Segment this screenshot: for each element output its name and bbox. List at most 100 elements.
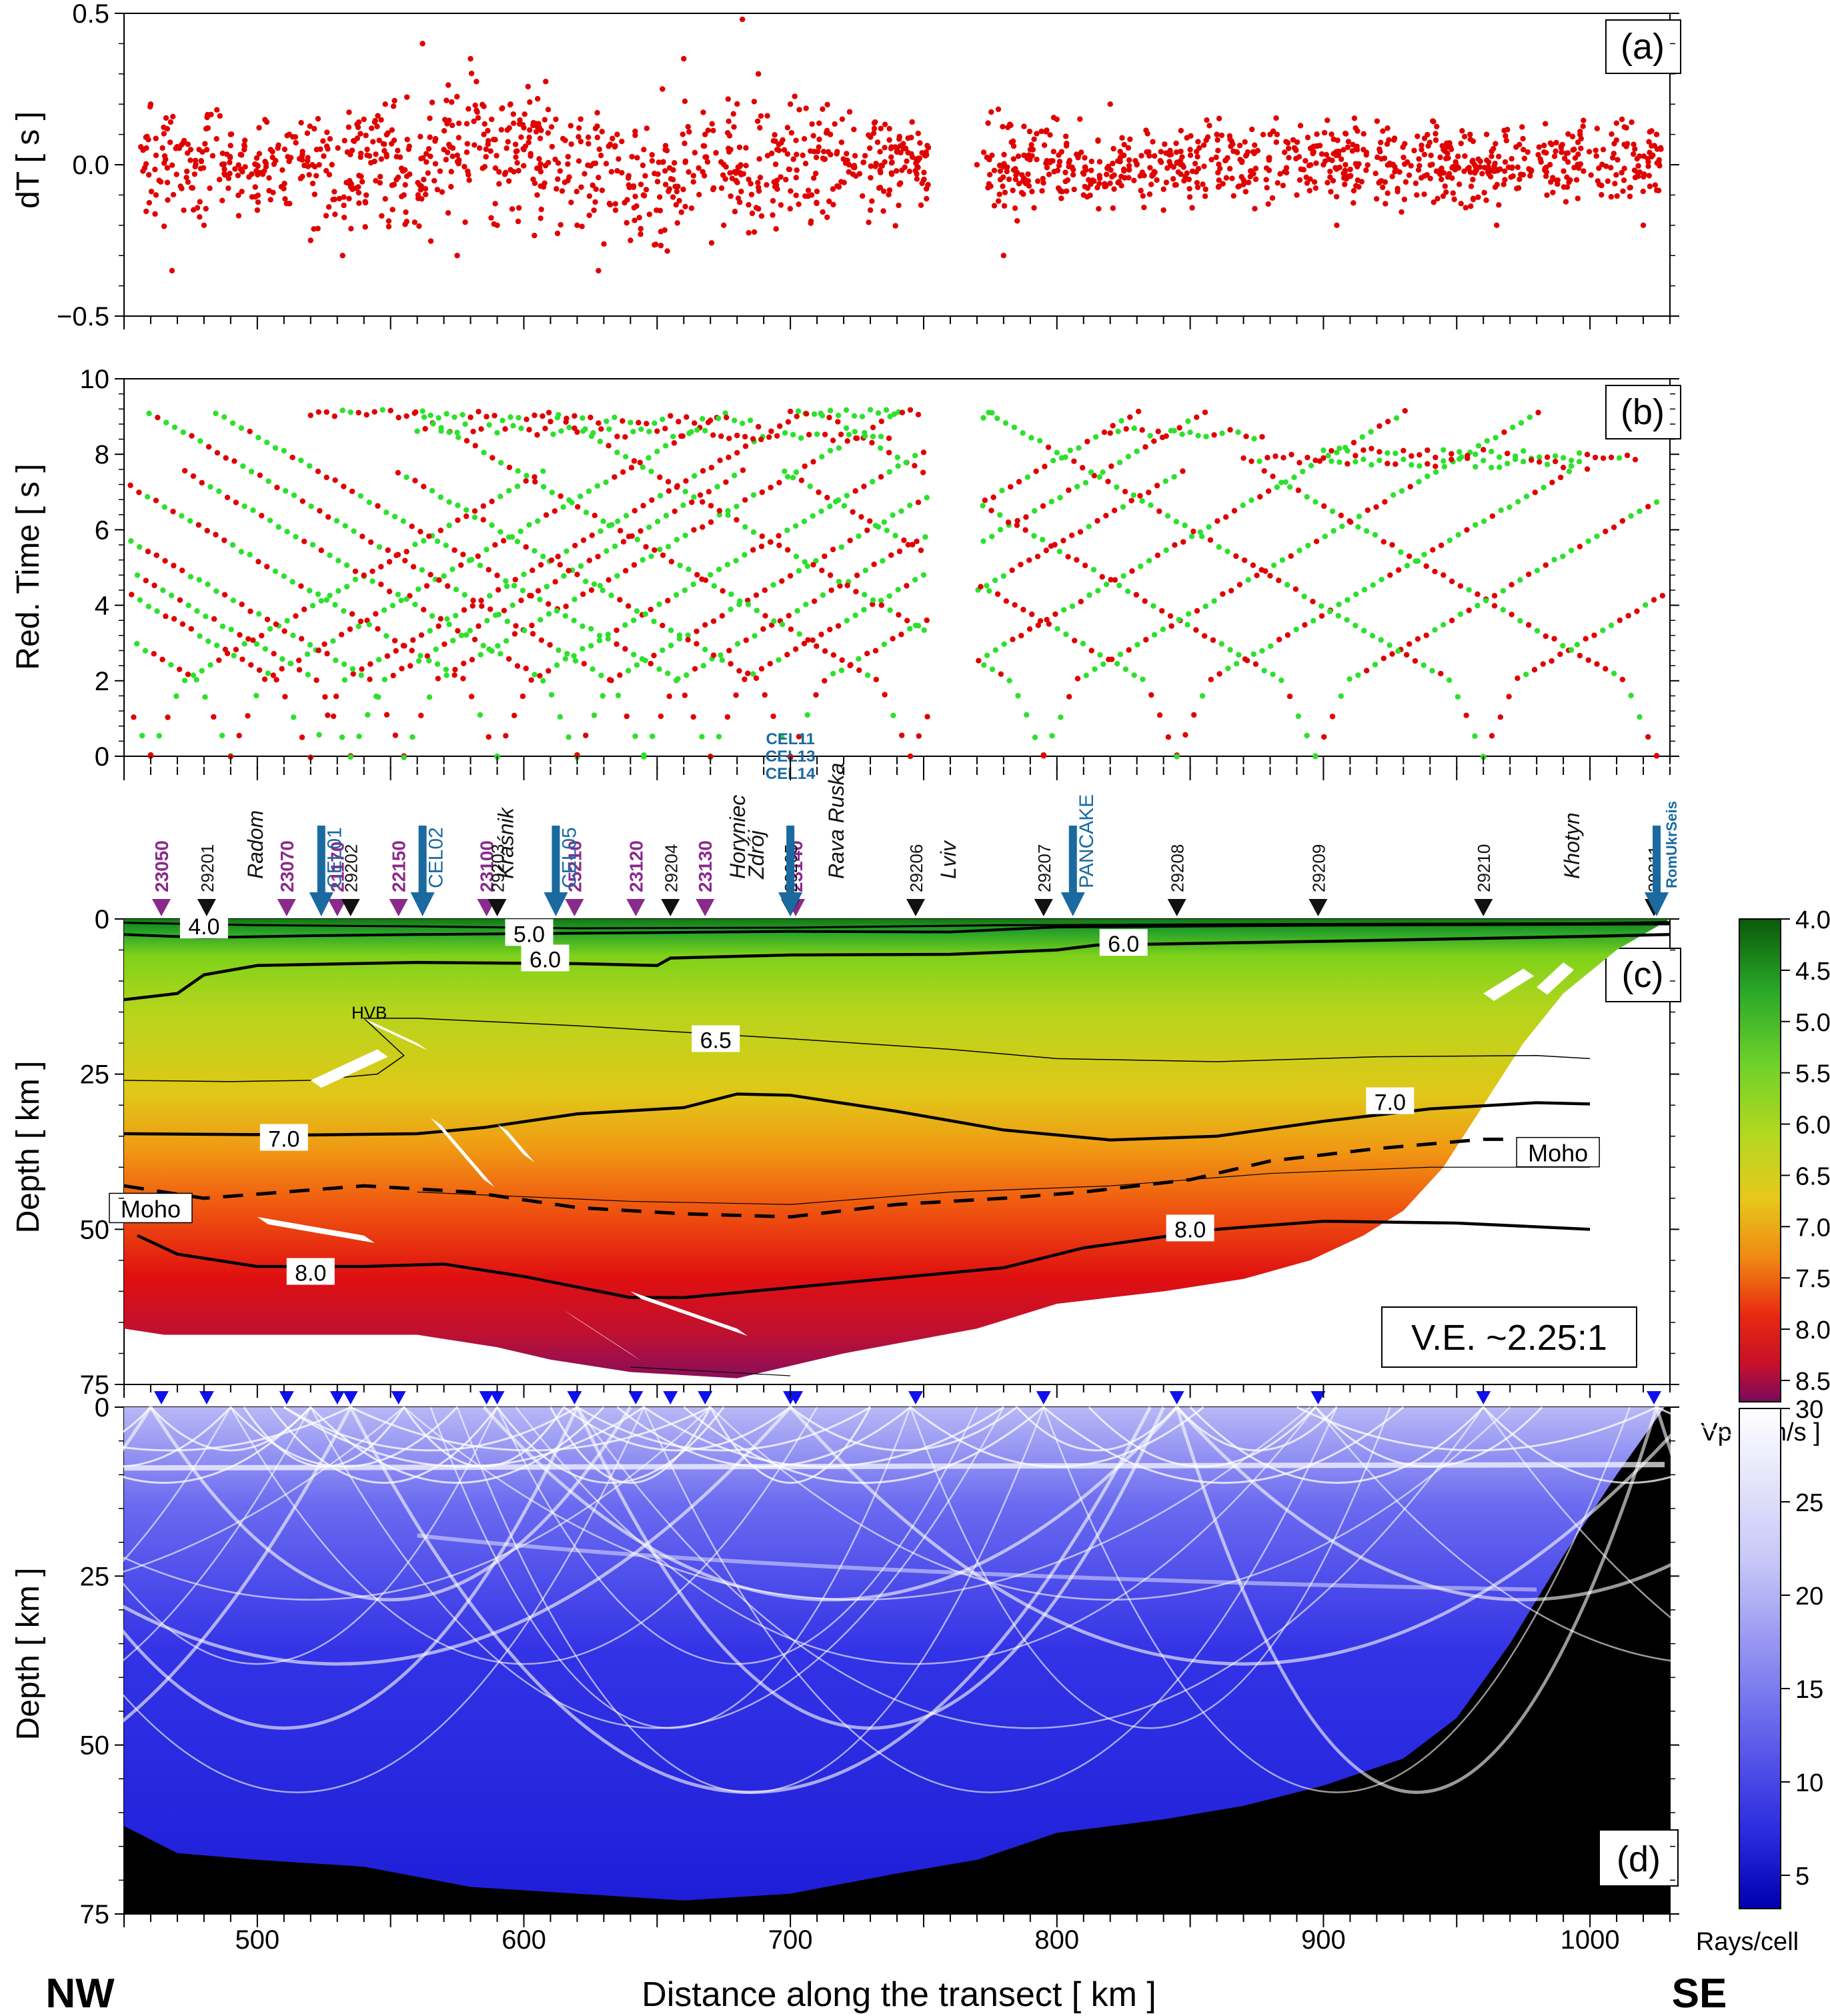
travel-time-point: [620, 539, 627, 545]
travel-time-point: [583, 510, 590, 516]
dt-point: [297, 175, 303, 181]
travel-time-point: [1364, 507, 1370, 514]
travel-time-point: [1278, 479, 1284, 485]
moho-label-bg: [1516, 1136, 1600, 1168]
travel-time-point: [740, 420, 746, 427]
travel-time-point: [702, 427, 708, 433]
dt-point: [256, 125, 262, 131]
dt-point: [1558, 143, 1565, 149]
dt-point: [305, 163, 311, 169]
travel-time-point: [708, 417, 714, 423]
travel-time-point: [213, 532, 219, 538]
travel-time-point: [674, 537, 680, 543]
station-marker-purple: [389, 899, 408, 916]
travel-time-point: [378, 564, 384, 570]
travel-time-point: [290, 714, 297, 720]
travel-time-point: [726, 435, 732, 441]
travel-time-point: [827, 407, 834, 413]
travel-time-point: [510, 423, 516, 429]
dt-point: [892, 223, 898, 229]
travel-time-point: [717, 457, 723, 463]
travel-time-point: [750, 529, 757, 536]
travel-time-point: [165, 714, 171, 720]
station-label-blue: PANCAKE: [1076, 794, 1098, 888]
velocity-gaps: [150, 962, 1575, 1361]
travel-time-point: [1457, 583, 1464, 589]
dt-point: [1327, 168, 1333, 175]
dt-point: [279, 167, 285, 173]
travel-time-point: [1040, 537, 1046, 543]
dt-point: [378, 117, 384, 123]
travel-time-point: [449, 638, 456, 644]
travel-time-point: [486, 734, 492, 740]
station-label-blue: CEL02: [425, 827, 447, 888]
travel-time-point: [1637, 508, 1643, 514]
dt-point: [1252, 205, 1258, 212]
dt-point: [1608, 165, 1614, 171]
dt-point: [1170, 176, 1176, 182]
travel-time-point: [606, 443, 612, 449]
dt-point: [1580, 123, 1586, 129]
dt-point: [1529, 167, 1535, 173]
travel-time-point: [1227, 647, 1233, 653]
travel-time-point: [487, 606, 494, 612]
travel-time-point: [792, 523, 799, 529]
travel-time-point: [1389, 651, 1395, 657]
panel-a-label: (a): [1621, 27, 1665, 67]
travel-time-point: [332, 477, 338, 483]
travel-time-point: [343, 584, 350, 590]
dt-point: [1297, 123, 1304, 129]
travel-time-point: [798, 477, 805, 483]
dt-point: [1635, 163, 1641, 169]
dt-point: [671, 160, 678, 166]
travel-time-point: [787, 573, 794, 579]
dt-point: [1096, 173, 1102, 179]
travel-time-point: [838, 668, 845, 674]
travel-time-point: [546, 601, 552, 607]
travel-time-point: [605, 636, 611, 642]
travel-time-point: [886, 593, 893, 599]
dt-point: [502, 169, 509, 175]
dt-point: [619, 169, 625, 176]
travel-time-point: [331, 413, 337, 419]
travel-time-point: [187, 574, 194, 580]
travel-time-point: [1509, 612, 1515, 618]
vp-colorbar-tick-label: 4.0: [1795, 906, 1830, 934]
travel-time-point: [375, 503, 381, 509]
travel-time-point: [992, 647, 999, 653]
travel-time-point: [381, 676, 388, 683]
ray-path: [1314, 1406, 1830, 1665]
dt-point: [184, 168, 190, 175]
travel-time-point: [1165, 734, 1172, 740]
travel-time-point: [1142, 444, 1148, 450]
travel-time-point: [1507, 504, 1513, 510]
dt-point: [638, 225, 644, 232]
ray-path: [0, 1406, 352, 1789]
travel-time-point: [1616, 455, 1623, 461]
travel-time-point: [547, 642, 553, 648]
ray-path: [790, 1406, 1018, 1452]
travel-time-point: [673, 592, 680, 598]
dt-point: [1640, 188, 1646, 195]
dt-point: [448, 183, 454, 190]
dt-point: [169, 162, 175, 168]
travel-time-point: [1032, 734, 1038, 740]
travel-time-point: [1321, 734, 1327, 740]
travel-time-point: [818, 632, 824, 638]
travel-time-point: [1194, 608, 1200, 614]
travel-time-point: [452, 613, 459, 619]
dt-point: [1462, 153, 1468, 159]
dt-point: [1131, 177, 1137, 183]
travel-time-point: [383, 712, 390, 718]
dt-point: [894, 147, 900, 153]
dt-point: [1356, 184, 1362, 190]
dt-point: [824, 101, 830, 108]
dt-point: [549, 143, 556, 150]
travel-time-point: [1320, 455, 1326, 461]
travel-time-point: [298, 457, 304, 463]
travel-time-point: [622, 622, 628, 628]
travel-time-point: [1006, 678, 1012, 684]
dt-point: [456, 157, 462, 163]
travel-time-point: [241, 641, 247, 647]
